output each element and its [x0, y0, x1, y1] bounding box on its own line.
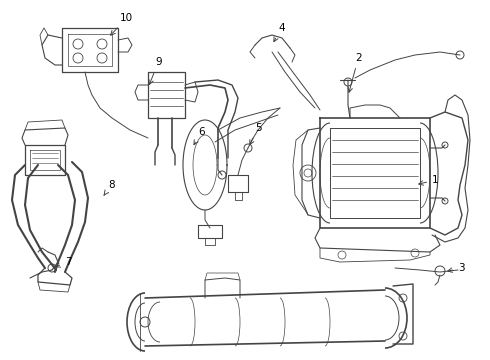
- Text: 7: 7: [56, 257, 72, 267]
- Text: 3: 3: [448, 263, 465, 273]
- Text: 6: 6: [194, 127, 205, 145]
- Text: 9: 9: [149, 57, 162, 84]
- Text: 5: 5: [250, 123, 262, 145]
- Text: 2: 2: [348, 53, 362, 92]
- Text: 1: 1: [419, 175, 439, 185]
- Text: 10: 10: [111, 13, 133, 35]
- Text: 8: 8: [104, 180, 115, 195]
- Text: 4: 4: [274, 23, 285, 42]
